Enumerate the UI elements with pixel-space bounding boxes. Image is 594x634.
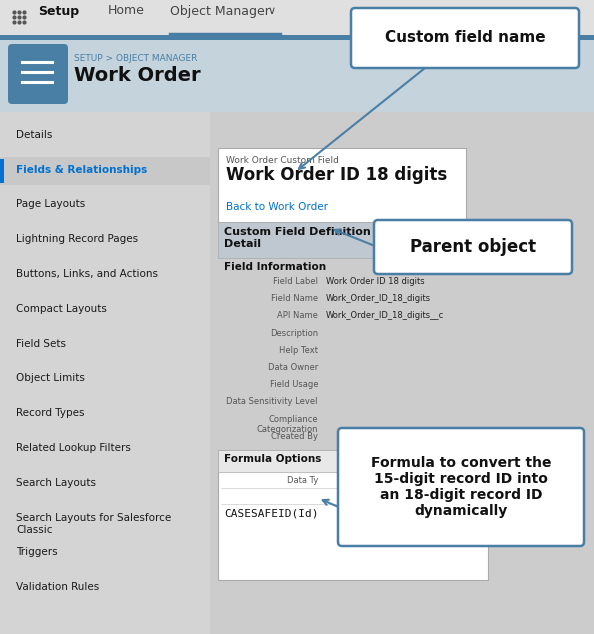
Text: Work_Order_ID_18_digits: Work_Order_ID_18_digits (326, 294, 431, 303)
Text: Custom field name: Custom field name (385, 30, 545, 46)
Text: Custom Field Definition
Detail: Custom Field Definition Detail (224, 227, 371, 249)
Text: Lightning Record Pages: Lightning Record Pages (16, 234, 138, 244)
FancyBboxPatch shape (218, 450, 488, 580)
FancyBboxPatch shape (218, 222, 568, 258)
FancyBboxPatch shape (218, 148, 466, 222)
FancyBboxPatch shape (0, 0, 594, 35)
Text: Security: Security (515, 231, 553, 240)
Text: SETUP > OBJECT MANAGER: SETUP > OBJECT MANAGER (74, 54, 197, 63)
FancyBboxPatch shape (0, 157, 210, 185)
Text: Buttons, Links, and Actions: Buttons, Links, and Actions (16, 269, 158, 279)
Text: Parent object: Parent object (410, 238, 536, 256)
FancyBboxPatch shape (351, 8, 579, 68)
Text: Data Ty: Data Ty (287, 476, 318, 485)
Text: Page Layouts: Page Layouts (16, 199, 86, 209)
Text: Setup: Setup (38, 4, 79, 18)
Text: Field Name: Field Name (271, 294, 318, 303)
Text: Work_Order_ID_18_digits__c: Work_Order_ID_18_digits__c (326, 311, 444, 320)
FancyBboxPatch shape (374, 220, 572, 274)
Text: Work Order ID 18 digits: Work Order ID 18 digits (326, 277, 425, 286)
FancyBboxPatch shape (0, 40, 594, 112)
Text: Field Label: Field Label (273, 277, 318, 286)
Text: Formula to convert the
15-digit record ID into
an 18-digit record ID
dynamically: Formula to convert the 15-digit record I… (371, 456, 551, 519)
Text: Field Usage: Field Usage (270, 380, 318, 389)
Text: Related Lookup Filters: Related Lookup Filters (16, 443, 131, 453)
Text: Triggers: Triggers (16, 547, 58, 557)
FancyBboxPatch shape (8, 44, 68, 104)
FancyBboxPatch shape (218, 450, 488, 472)
Text: Data Sensitivity Level: Data Sensitivity Level (226, 398, 318, 406)
Text: Work Order Custom Field: Work Order Custom Field (226, 156, 339, 165)
Text: API Name: API Name (277, 311, 318, 320)
Text: Details: Details (16, 130, 52, 140)
Text: Work Order ID 18 digits: Work Order ID 18 digits (226, 166, 447, 184)
FancyBboxPatch shape (0, 159, 4, 183)
FancyBboxPatch shape (210, 112, 594, 634)
Text: Home: Home (108, 4, 145, 18)
Text: CASESAFEID(Id): CASESAFEID(Id) (224, 508, 318, 518)
Text: Search Layouts for Salesforce
Classic: Search Layouts for Salesforce Classic (16, 513, 171, 534)
Text: Back to Work Order: Back to Work Order (226, 202, 328, 212)
Text: Work Order: Work Order (74, 66, 201, 85)
Text: Field Information: Field Information (224, 262, 326, 272)
Text: Created By: Created By (271, 432, 318, 441)
FancyBboxPatch shape (0, 35, 594, 40)
FancyBboxPatch shape (0, 112, 210, 634)
Text: Compliance
Categorization: Compliance Categorization (257, 415, 318, 434)
FancyBboxPatch shape (218, 222, 568, 450)
Text: Description: Description (270, 328, 318, 337)
Text: Field Sets: Field Sets (16, 339, 66, 349)
FancyBboxPatch shape (505, 225, 563, 251)
Text: Data Owner: Data Owner (268, 363, 318, 372)
Text: ∨: ∨ (268, 6, 276, 16)
Text: Compact Layouts: Compact Layouts (16, 304, 107, 314)
Text: Object Manager: Object Manager (170, 4, 270, 18)
Text: Record Types: Record Types (16, 408, 84, 418)
Text: Validation Rules: Validation Rules (16, 582, 99, 592)
Text: Formula Options: Formula Options (224, 454, 321, 464)
Text: Help Text: Help Text (279, 346, 318, 355)
Text: Search Layouts: Search Layouts (16, 478, 96, 488)
Text: Fields & Relationships: Fields & Relationships (16, 165, 147, 175)
Text: Object Limits: Object Limits (16, 373, 85, 383)
FancyBboxPatch shape (338, 428, 584, 546)
